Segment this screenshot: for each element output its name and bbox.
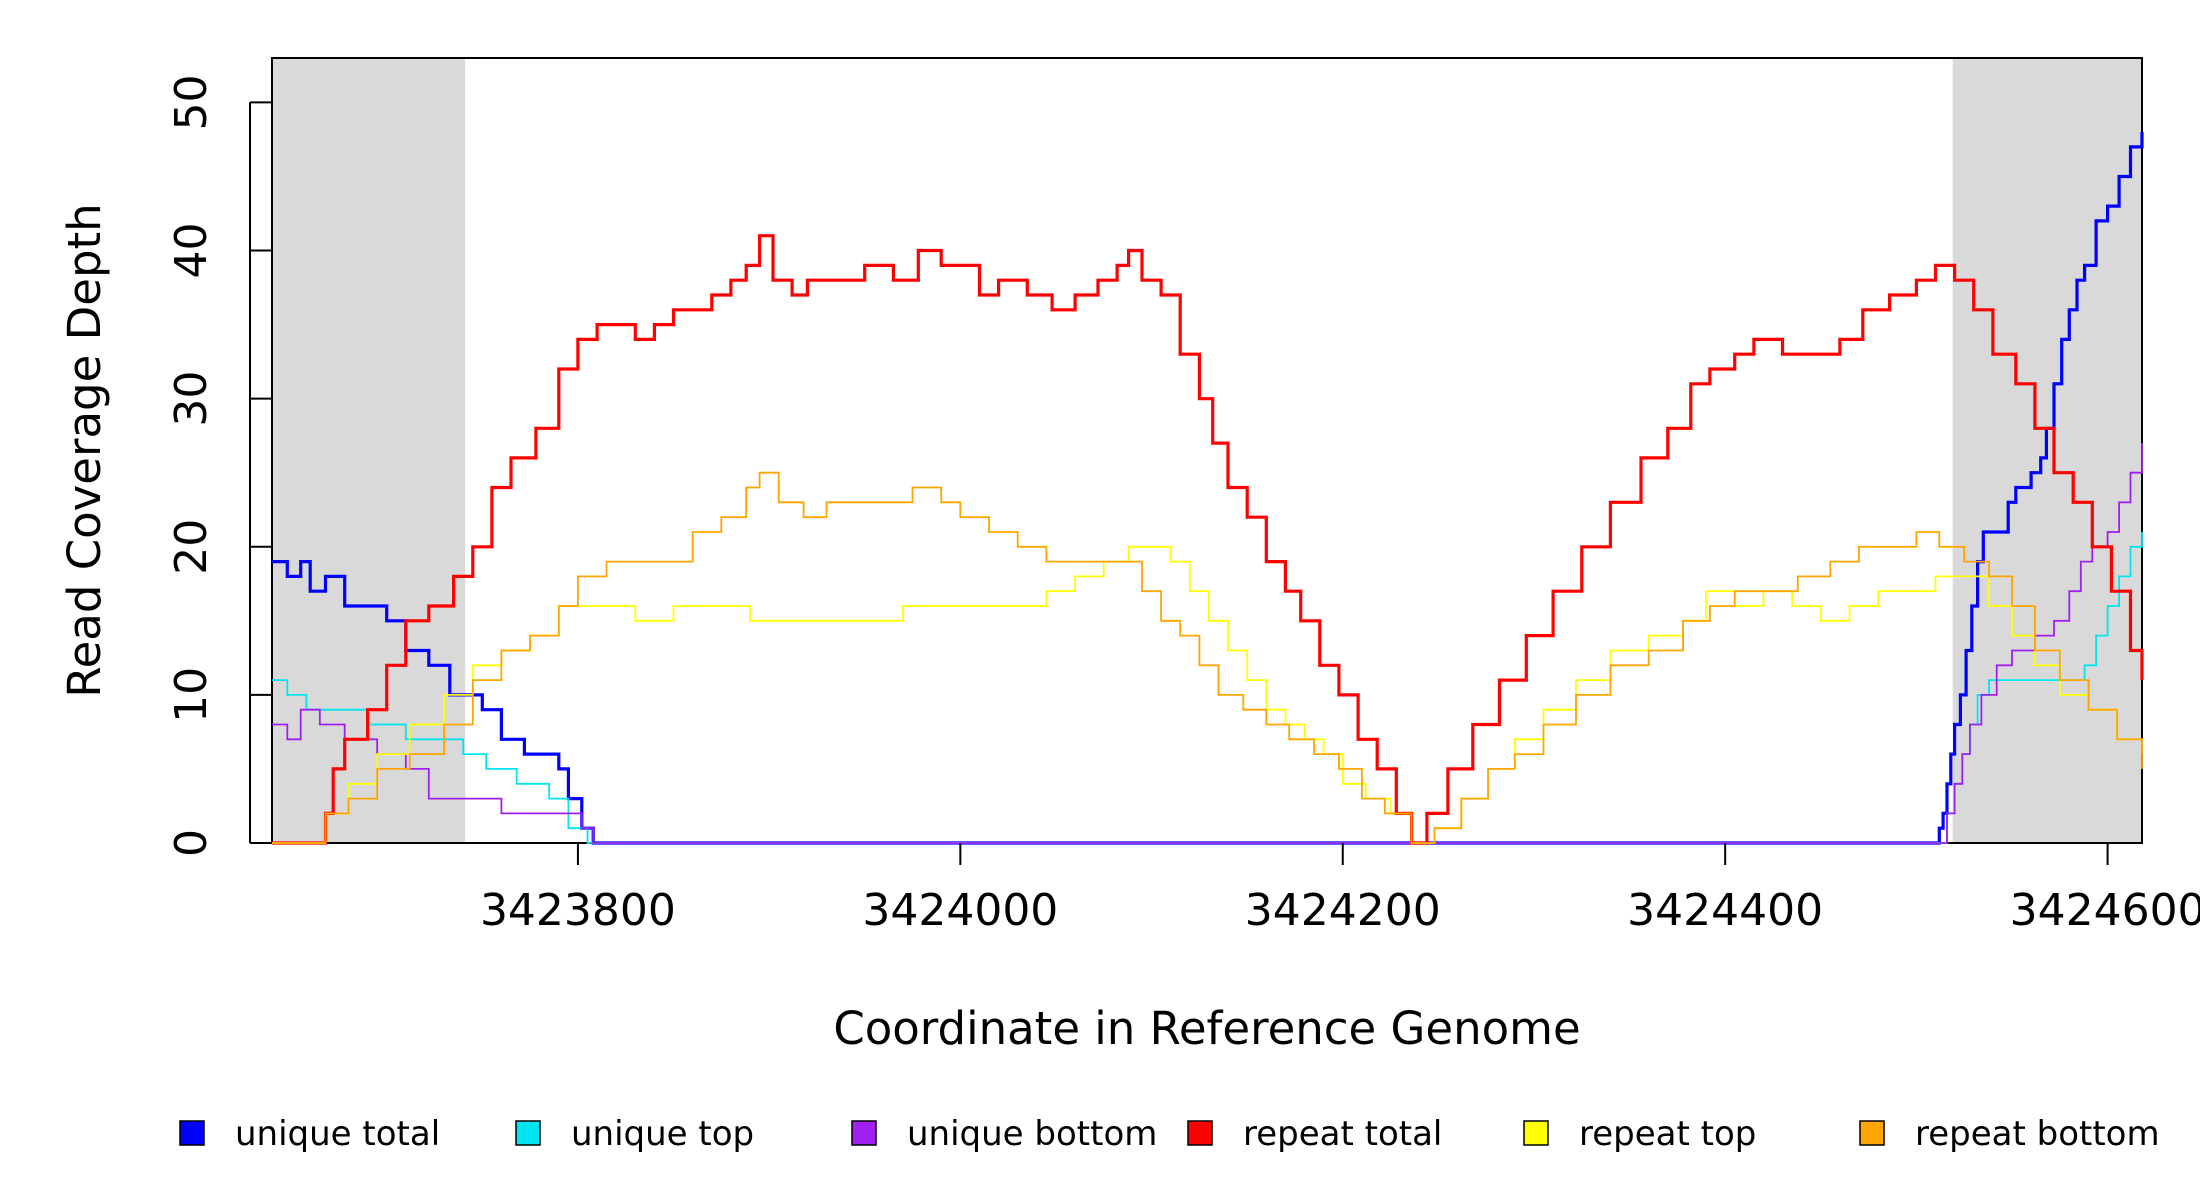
- x-axis: 3423800 3424000 3424200 3424400 3424600: [480, 843, 2200, 936]
- y-tick-label: 10: [166, 667, 217, 723]
- legend-label: repeat top: [1579, 1114, 1756, 1154]
- legend-swatch: [1859, 1120, 1885, 1146]
- legend-item-unique-top: unique top: [515, 1114, 754, 1154]
- legend-label: unique top: [571, 1114, 754, 1154]
- series-unique-bottom: [272, 443, 2143, 844]
- plot-frame: [271, 57, 2143, 844]
- legend-swatch: [179, 1120, 205, 1146]
- legend-label: repeat total: [1243, 1114, 1442, 1154]
- x-tick-label: 3424600: [2010, 885, 2200, 936]
- legend-label: unique total: [235, 1114, 440, 1154]
- series-lines: [272, 132, 2144, 845]
- x-tick-label: 3424200: [1245, 885, 1441, 936]
- y-tick-label: 0: [166, 829, 217, 857]
- series-unique-total: [272, 132, 2144, 845]
- legend-swatch: [1187, 1120, 1213, 1146]
- y-axis: 0 10 20 30 40 50: [166, 74, 272, 857]
- legend-label: unique bottom: [907, 1114, 1157, 1154]
- x-tick-label: 3424000: [862, 885, 1058, 936]
- y-tick-label: 30: [166, 371, 217, 427]
- shaded-regions: [272, 58, 2142, 843]
- legend-label: repeat bottom: [1915, 1114, 2160, 1154]
- legend-item-repeat-top: repeat top: [1523, 1114, 1756, 1154]
- legend: unique total unique top unique bottom repea…: [179, 1114, 2160, 1154]
- y-tick-label: 50: [166, 74, 217, 130]
- series-repeat-total: [272, 234, 2144, 845]
- legend-item-unique-total: unique total: [179, 1114, 440, 1154]
- legend-item-repeat-total: repeat total: [1187, 1114, 1442, 1154]
- y-axis-title: Read Coverage Depth: [58, 203, 111, 697]
- series-repeat-bottom: [272, 471, 2143, 844]
- legend-swatch: [515, 1120, 541, 1146]
- legend-swatch: [851, 1120, 877, 1146]
- series-unique-top: [272, 532, 2143, 844]
- x-tick-label: 3423800: [480, 885, 676, 936]
- legend-item-repeat-bottom: repeat bottom: [1859, 1114, 2160, 1154]
- x-axis-title: Coordinate in Reference Genome: [833, 1002, 1580, 1055]
- legend-item-unique-bottom: unique bottom: [851, 1114, 1157, 1154]
- y-tick-label: 20: [166, 519, 217, 575]
- y-tick-label: 40: [166, 223, 217, 279]
- x-tick-label: 3424400: [1627, 885, 1823, 936]
- legend-swatch: [1523, 1120, 1549, 1146]
